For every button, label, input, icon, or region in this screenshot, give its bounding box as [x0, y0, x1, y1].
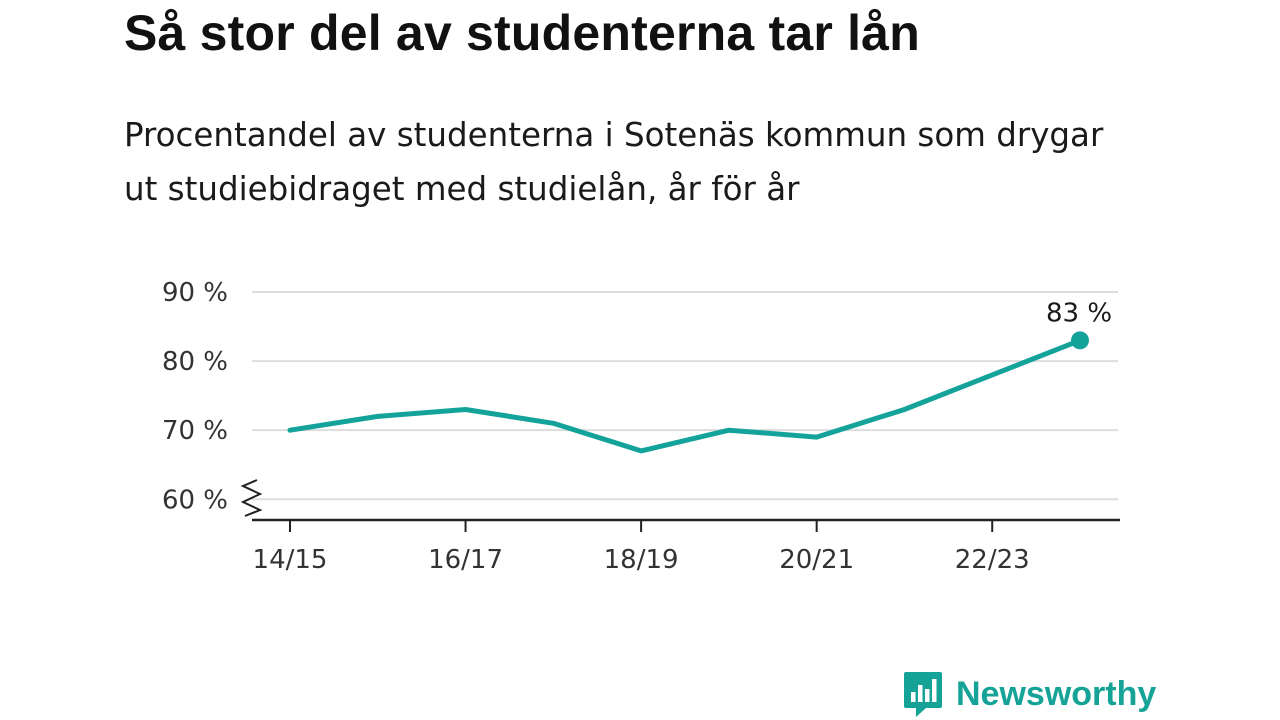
x-tick-label: 14/15 — [253, 545, 328, 575]
newsworthy-logo: Newsworthy — [902, 670, 1156, 718]
y-tick-label: 90 % — [162, 278, 228, 308]
x-tick-label: 22/23 — [955, 545, 1030, 575]
y-axis-labels: 60 % 70 % 80 % 90 % — [162, 278, 228, 515]
end-value-label: 83 % — [1046, 298, 1112, 328]
x-tick-label: 16/17 — [428, 545, 503, 575]
chart-title: Så stor del av studenterna tar lån — [124, 5, 920, 61]
series-layer: 83 % — [287, 298, 1112, 454]
y-tick-label: 70 % — [162, 416, 228, 446]
x-tick-label: 20/21 — [779, 545, 854, 575]
x-tick-label: 18/19 — [604, 545, 679, 575]
x-axis — [240, 479, 1120, 532]
brand-name: Newsworthy — [956, 674, 1157, 713]
grid-lines — [252, 291, 1118, 501]
series-line — [287, 337, 1083, 454]
end-point-marker — [1071, 331, 1089, 350]
axis-break-icon — [240, 479, 263, 517]
bar-chart-speech-bubble-icon — [904, 672, 942, 717]
y-tick-label: 80 % — [162, 347, 228, 377]
y-tick-label: 60 % — [162, 485, 228, 515]
x-axis-labels: 14/15 16/17 18/19 20/21 22/23 — [253, 545, 1030, 575]
chart-subtitle: Procentandel av studenterna i Sotenäs ko… — [124, 116, 1104, 208]
